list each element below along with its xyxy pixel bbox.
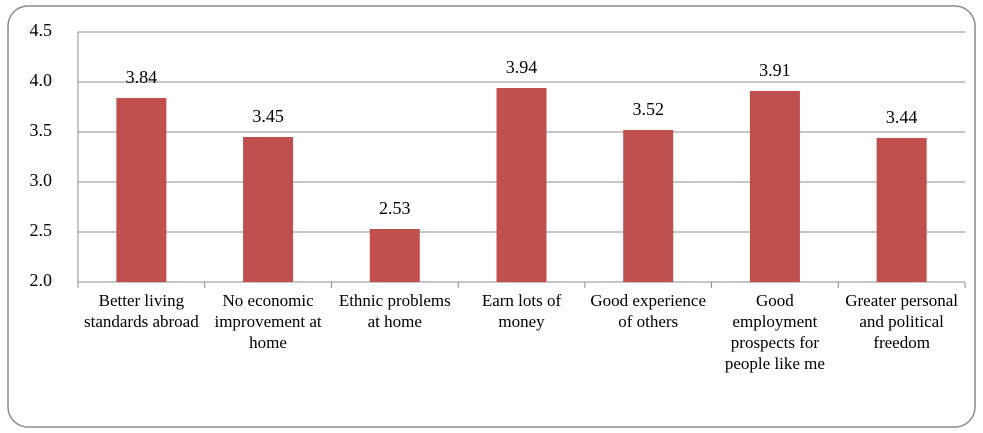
bar: [496, 88, 547, 282]
bar: [876, 138, 927, 282]
x-tick-label: Greater personal and political freedom: [845, 291, 959, 352]
value-label: 3.91: [759, 60, 791, 80]
bar: [749, 91, 800, 282]
y-tick-label: 2.0: [30, 270, 53, 290]
y-tick-label: 3.5: [30, 120, 53, 140]
bar: [369, 229, 420, 282]
x-tick-label: Earn lots of money: [481, 291, 562, 331]
chart-frame: [7, 5, 976, 428]
y-tick-label: 4.0: [30, 70, 53, 90]
y-tick-label: 2.5: [30, 220, 53, 240]
value-label: 2.53: [379, 198, 411, 218]
value-label: 3.84: [126, 67, 158, 87]
x-tick-label: Ethnic problems at home: [338, 291, 451, 331]
bar: [116, 98, 167, 282]
value-label: 3.44: [886, 107, 918, 127]
value-label: 3.94: [506, 57, 538, 77]
x-tick-label: Good employment prospects for people lik…: [724, 291, 825, 373]
x-tick-label: Better living standards abroad: [83, 291, 199, 331]
bar: [623, 130, 674, 282]
x-tick-label: No economic improvement at home: [214, 291, 322, 352]
x-tick-label: Good experience of others: [590, 291, 707, 331]
y-tick-label: 3.0: [30, 170, 53, 190]
y-tick-label: 4.5: [30, 20, 53, 40]
value-label: 3.45: [252, 106, 284, 126]
bar: [243, 137, 294, 282]
value-label: 3.52: [632, 99, 664, 119]
